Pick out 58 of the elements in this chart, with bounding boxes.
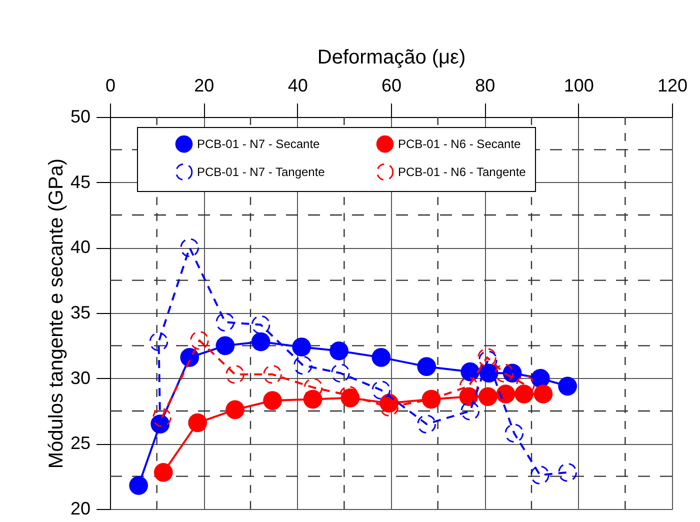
point — [303, 390, 322, 409]
point — [417, 357, 436, 376]
x-axis-title: Deformação (με) — [317, 46, 466, 68]
point — [494, 364, 514, 382]
point — [530, 466, 550, 484]
legend-label: PCB-01 - N7 - Secante — [197, 137, 320, 152]
point — [152, 408, 172, 427]
legend-label: PCB-01 - N7 - Tangente — [197, 165, 326, 179]
point — [251, 315, 270, 334]
point — [530, 368, 550, 388]
point — [216, 312, 235, 332]
x-tick-label: 40 — [288, 76, 308, 96]
x-tick-label: 80 — [475, 76, 496, 96]
legend-label: PCB-01 - N6 - Tangente — [398, 165, 526, 179]
y-tick-label: 35 — [70, 302, 90, 322]
x-tick-label: 60 — [381, 76, 402, 96]
point — [263, 365, 282, 384]
point — [504, 424, 524, 443]
point — [340, 388, 360, 408]
point — [216, 336, 235, 356]
point — [226, 400, 244, 420]
point — [180, 238, 200, 258]
legend-label: PCB-01 - N6 - Secante — [398, 137, 522, 152]
x-tick-label: 100 — [564, 76, 594, 96]
point — [226, 365, 244, 384]
y-tick-label: 25 — [70, 433, 90, 454]
y-axis-title: Módulos tangente e secante (GPa) — [45, 158, 68, 469]
y-tick-label: 40 — [70, 237, 90, 258]
point — [558, 463, 577, 482]
y-tick-label: 20 — [70, 498, 90, 518]
x-tick-label: 0 — [105, 76, 116, 96]
point — [460, 402, 480, 420]
point — [514, 384, 534, 404]
point — [478, 387, 498, 406]
point — [263, 391, 282, 410]
point — [331, 364, 350, 382]
y-tick-label: 45 — [70, 172, 90, 192]
point — [330, 342, 348, 360]
point — [460, 362, 480, 382]
point — [149, 332, 168, 352]
point — [558, 376, 577, 396]
point — [372, 348, 391, 367]
y-tick-label: 30 — [70, 368, 90, 388]
point — [294, 356, 312, 375]
point — [417, 414, 436, 434]
point — [292, 338, 311, 356]
point — [190, 331, 209, 350]
point — [129, 476, 148, 495]
point — [534, 384, 553, 404]
point — [496, 384, 516, 404]
point — [188, 413, 207, 432]
point — [180, 348, 200, 367]
point — [251, 332, 270, 352]
y-tick-label: 50 — [70, 106, 90, 126]
point — [154, 463, 173, 482]
x-tick-label: 20 — [194, 76, 214, 96]
point — [372, 380, 391, 400]
x-tick-label: 120 — [657, 76, 688, 96]
